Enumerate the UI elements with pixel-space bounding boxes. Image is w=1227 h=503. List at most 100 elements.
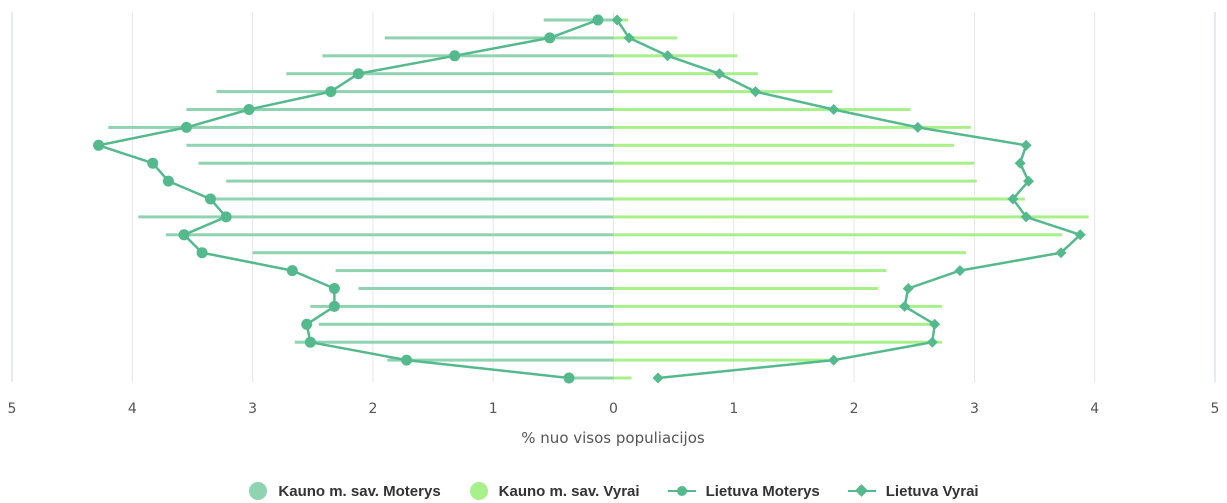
- point-circle-marker[interactable]: [449, 50, 461, 62]
- point-diamond-marker[interactable]: [1020, 139, 1032, 151]
- point-circle-marker[interactable]: [401, 354, 413, 366]
- bar-men[interactable]: [613, 251, 966, 255]
- point-circle-marker[interactable]: [180, 121, 192, 133]
- point-circle-marker[interactable]: [243, 104, 255, 115]
- x-tick-labels: 5 4 3 2 1 0 1 2 3 4 5: [8, 401, 1220, 417]
- bar-women[interactable]: [186, 143, 614, 147]
- point-diamond-marker[interactable]: [652, 372, 664, 384]
- point-diamond-marker[interactable]: [1023, 175, 1035, 187]
- bar-men[interactable]: [613, 143, 954, 147]
- point-diamond-marker[interactable]: [902, 283, 914, 294]
- point-diamond-marker[interactable]: [899, 300, 911, 312]
- point-diamond-marker[interactable]: [929, 318, 941, 330]
- legend-item-kaunas-women[interactable]: Kauno m. sav. Moterys: [248, 482, 441, 500]
- point-diamond-marker[interactable]: [662, 50, 674, 62]
- point-circle-marker[interactable]: [352, 68, 364, 80]
- bar-women[interactable]: [138, 215, 614, 219]
- x-tick-label: 4: [1090, 401, 1099, 417]
- bar-women[interactable]: [198, 161, 614, 165]
- bar-men[interactable]: [613, 72, 758, 76]
- point-circle-marker[interactable]: [162, 175, 174, 187]
- bar-women[interactable]: [358, 287, 614, 290]
- point-circle-marker[interactable]: [93, 139, 105, 151]
- gridlines: [11, 12, 1216, 382]
- bar-women[interactable]: [543, 18, 614, 22]
- bar-women[interactable]: [108, 125, 614, 129]
- point-diamond-marker[interactable]: [713, 68, 725, 80]
- bar-women[interactable]: [252, 251, 614, 255]
- point-diamond-marker[interactable]: [611, 14, 623, 26]
- point-diamond-marker[interactable]: [1020, 211, 1032, 223]
- legend-line-diamond-icon: [847, 484, 878, 498]
- bar-women[interactable]: [226, 179, 614, 183]
- bar-men[interactable]: [613, 233, 1063, 237]
- point-diamond-marker[interactable]: [926, 336, 938, 348]
- point-diamond-marker[interactable]: [1014, 157, 1026, 169]
- point-circle-marker[interactable]: [325, 86, 337, 98]
- point-circle-marker[interactable]: [220, 211, 232, 223]
- bar-men[interactable]: [613, 179, 977, 183]
- point-circle-marker[interactable]: [286, 265, 298, 277]
- point-circle-marker[interactable]: [544, 32, 556, 44]
- point-circle-marker[interactable]: [304, 336, 316, 348]
- bar-women[interactable]: [186, 108, 614, 111]
- bar-men[interactable]: [613, 161, 975, 165]
- x-tick-label: 5: [1211, 401, 1220, 417]
- point-diamond-marker[interactable]: [828, 354, 840, 366]
- point-diamond-marker[interactable]: [912, 121, 924, 133]
- point-circle-marker[interactable]: [592, 14, 604, 26]
- population-pyramid-chart: 5 4 3 2 1 0 1 2 3 4 5 % nuo visos populiacijos: [8, 12, 1220, 447]
- bar-men[interactable]: [613, 376, 632, 380]
- bar-men[interactable]: [613, 358, 828, 362]
- point-diamond-marker[interactable]: [954, 265, 966, 277]
- point-circle-marker[interactable]: [178, 229, 190, 241]
- bar-women[interactable]: [322, 54, 614, 58]
- point-circle-marker[interactable]: [147, 157, 159, 169]
- legend-circle-icon: [248, 482, 270, 500]
- bar-women[interactable]: [384, 36, 614, 40]
- bar-women[interactable]: [335, 269, 614, 273]
- bar-men[interactable]: [613, 125, 971, 129]
- legend-label: Kauno m. sav. Vyrai: [498, 482, 640, 500]
- point-circle-marker[interactable]: [328, 283, 340, 294]
- bar-women[interactable]: [216, 90, 614, 94]
- bar-women[interactable]: [165, 233, 614, 237]
- legend-item-lithuania-women[interactable]: Lietuva Moterys: [667, 482, 820, 500]
- x-tick-label: 5: [8, 401, 17, 417]
- bar-men[interactable]: [613, 90, 833, 94]
- point-circle-marker[interactable]: [204, 193, 216, 205]
- bar-women[interactable]: [206, 197, 614, 201]
- bar-women[interactable]: [294, 340, 614, 344]
- bar-women[interactable]: [567, 376, 614, 380]
- point-diamond-marker[interactable]: [1074, 229, 1086, 241]
- point-diamond-marker[interactable]: [623, 32, 635, 44]
- legend-item-lithuania-men[interactable]: Lietuva Vyrai: [847, 483, 979, 500]
- bar-men[interactable]: [613, 108, 911, 111]
- bar-women[interactable]: [318, 322, 614, 326]
- bar-women[interactable]: [310, 304, 614, 308]
- bar-men[interactable]: [613, 269, 887, 273]
- bar-men[interactable]: [613, 340, 942, 344]
- bars: [108, 18, 1089, 380]
- bar-women[interactable]: [387, 358, 614, 362]
- legend-item-kaunas-men[interactable]: Kauno m. sav. Vyrai: [469, 482, 640, 500]
- point-diamond-marker[interactable]: [749, 86, 761, 98]
- point-circle-marker[interactable]: [301, 318, 313, 330]
- point-diamond-marker[interactable]: [1007, 193, 1019, 205]
- bar-men[interactable]: [613, 322, 933, 326]
- bar-men[interactable]: [613, 287, 879, 290]
- bar-men[interactable]: [613, 197, 1025, 201]
- point-circle-marker[interactable]: [563, 372, 575, 384]
- bar-men[interactable]: [613, 215, 1089, 219]
- bar-men[interactable]: [613, 54, 738, 58]
- bar-women[interactable]: [286, 72, 614, 76]
- x-tick-label: 4: [128, 401, 137, 417]
- legend-label: Lietuva Moterys: [705, 482, 820, 500]
- point-diamond-marker[interactable]: [1055, 247, 1067, 259]
- bar-men[interactable]: [613, 304, 942, 308]
- point-circle-marker[interactable]: [196, 247, 208, 259]
- point-diamond-marker[interactable]: [828, 104, 840, 115]
- x-tick-label: 2: [368, 401, 377, 417]
- bar-men[interactable]: [613, 36, 678, 40]
- point-circle-marker[interactable]: [328, 300, 340, 312]
